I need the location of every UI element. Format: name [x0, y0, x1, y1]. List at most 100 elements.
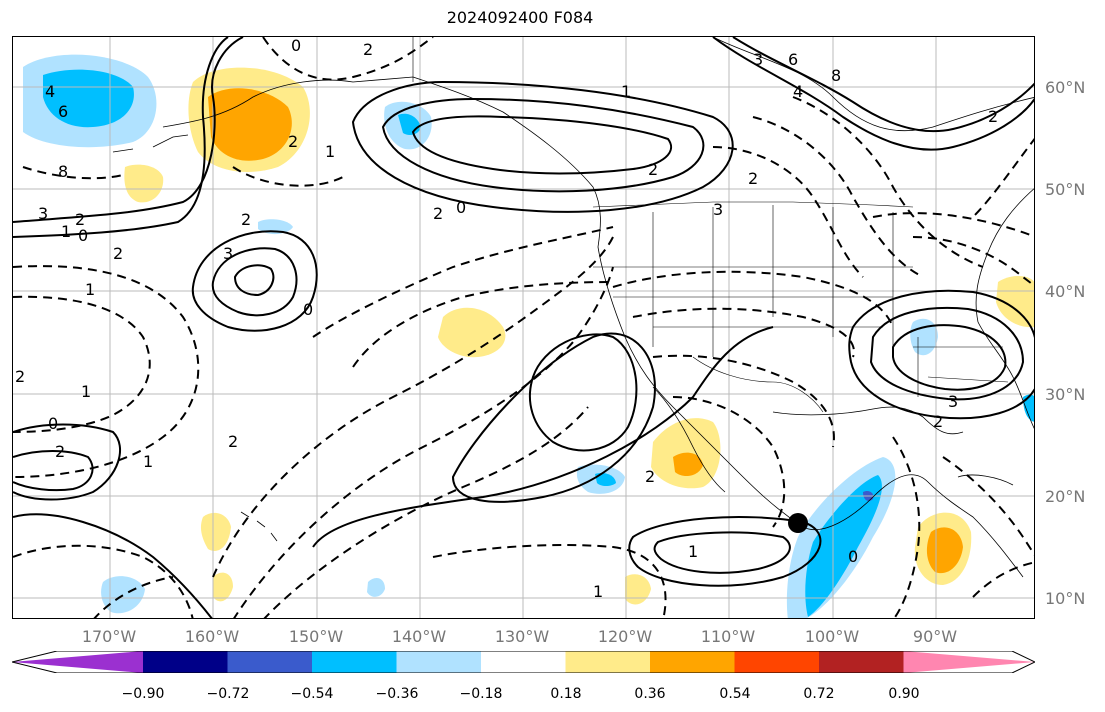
contour-label-layer: 4 6 8 3 2 1 0 2 3 2 0 2 1 0 2 1 2 3 4 6 … — [15, 37, 998, 601]
contour-dashed — [792, 96, 984, 268]
shade-yellow-atl — [996, 276, 1034, 328]
contour-solid — [13, 37, 229, 238]
contour-dashed — [872, 212, 1034, 238]
contour-label: 1 — [61, 222, 71, 241]
contour-label: 1 — [621, 82, 631, 101]
colorbar-label: −0.36 — [375, 686, 419, 702]
contour-solid — [13, 513, 213, 618]
contour-label: 2 — [113, 244, 123, 263]
contour-dashed — [752, 116, 924, 278]
contour-dashed — [712, 146, 864, 278]
contour-label: 8 — [831, 66, 841, 85]
coast-baja — [652, 386, 726, 493]
contour-dashed — [972, 137, 1034, 218]
colorbar-segment — [143, 651, 228, 673]
contour-layer — [13, 37, 1034, 618]
shade-cyan-epac — [805, 475, 882, 617]
contour-label: 2 — [988, 107, 998, 126]
contour-dashed — [13, 265, 200, 478]
contour-solid — [13, 450, 94, 492]
contour-dashed — [892, 436, 921, 618]
contour-label: 1 — [688, 542, 698, 561]
coast-hudson — [712, 37, 1034, 132]
contour-solid — [191, 230, 318, 332]
lat-label-30n: 30°N — [1045, 385, 1086, 404]
contour-label: 6 — [58, 102, 68, 121]
lon-label-150w: 150°W — [288, 627, 344, 646]
shade-yellow-hawaii — [200, 512, 231, 551]
map-svg: 4 6 8 3 2 1 0 2 3 2 0 2 1 0 2 1 2 3 4 6 … — [13, 37, 1034, 618]
contour-label: 2 — [645, 467, 655, 486]
contour-label: 0 — [456, 198, 466, 217]
shade-yellow-south — [625, 574, 651, 605]
contour-solid — [869, 306, 1025, 401]
contour-label: 2 — [363, 40, 373, 59]
plot-title: 2024092400 F084 — [446, 8, 594, 27]
contour-solid — [211, 247, 298, 317]
colorbar-arrow-right — [903, 651, 1035, 673]
colorbar-segments — [12, 651, 1035, 673]
colorbar-arrow-left — [12, 651, 143, 673]
shade-orange-baja — [673, 452, 703, 477]
coast-gulf — [772, 406, 964, 435]
colorbar-segment — [396, 651, 482, 673]
lon-label-160w: 160°W — [184, 627, 240, 646]
contour-dashed — [312, 226, 614, 338]
lon-label-140w: 140°W — [391, 627, 447, 646]
lon-label-130w: 130°W — [494, 627, 550, 646]
contour-label: 3 — [223, 244, 233, 263]
contour-label: 3 — [38, 204, 48, 223]
shade-yellow-midpac — [438, 307, 506, 358]
lat-label-50n: 50°N — [1045, 180, 1086, 199]
map-area: 4 6 8 3 2 1 0 2 3 2 0 2 1 0 2 1 2 3 4 6 … — [12, 36, 1035, 619]
contour-dashed — [672, 396, 786, 528]
contour-label: 2 — [228, 432, 238, 451]
colorbar-segment — [227, 651, 313, 673]
contour-label: 2 — [433, 204, 443, 223]
lon-label-90w: 90°W — [912, 627, 958, 646]
contour-label: 2 — [241, 210, 251, 229]
contour-dashed — [233, 266, 614, 618]
contour-solid — [628, 516, 822, 587]
border-layer — [412, 37, 1009, 413]
contour-label: 0 — [48, 414, 58, 433]
lat-label-40n: 40°N — [1045, 282, 1086, 301]
contour-dashed — [22, 166, 124, 180]
contour-solid — [411, 115, 673, 175]
contour-label: 3 — [753, 50, 763, 69]
lon-label-170w: 170°W — [81, 627, 137, 646]
contour-label: 4 — [793, 82, 803, 101]
colorbar-label: 0.18 — [550, 686, 582, 702]
contour-solid — [381, 97, 705, 193]
contour-dashed — [93, 576, 174, 618]
storm-marker — [788, 513, 808, 533]
contour-dashed — [972, 561, 1034, 598]
shade-blue-corner — [1023, 394, 1034, 422]
contour-solid — [351, 80, 734, 213]
contour-dashed — [212, 236, 614, 578]
contour-solid — [848, 289, 1034, 420]
colorbar-segment — [481, 651, 566, 673]
colorbar-segment — [312, 651, 397, 673]
lat-label-20n: 20°N — [1045, 487, 1086, 506]
colorbar-label: 0.36 — [634, 686, 666, 702]
contour-solid — [528, 333, 638, 452]
shade-yellow-small — [124, 164, 164, 203]
contour-label: 0 — [303, 300, 313, 319]
coast-east — [975, 188, 1034, 429]
contour-label: 2 — [648, 160, 658, 179]
coastline-layer — [112, 37, 1034, 578]
contour-label: 2 — [748, 169, 758, 188]
contour-label: 2 — [55, 442, 65, 461]
contour-solid — [892, 324, 1007, 391]
contour-label: 3 — [713, 200, 723, 219]
contour-label: 2 — [933, 412, 943, 431]
contour-label: 1 — [325, 142, 335, 161]
colorbar-label: 0.90 — [888, 686, 920, 702]
contour-solid — [13, 423, 122, 501]
colorbar-segment — [734, 651, 820, 673]
contour-solid — [712, 37, 1034, 151]
shade-blue-swpac — [101, 576, 145, 614]
contour-dashed — [352, 281, 614, 368]
contour-dashed — [942, 456, 1034, 556]
